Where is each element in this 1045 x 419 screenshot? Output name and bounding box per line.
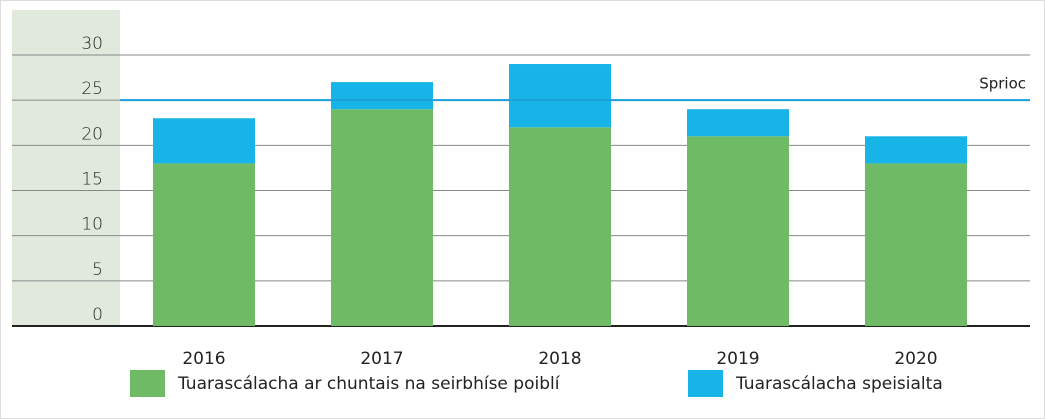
- legend-swatch: [130, 370, 165, 397]
- y-tick-label: 5: [92, 260, 103, 280]
- y-tick-label: 0: [92, 305, 103, 325]
- y-tick-label: 10: [81, 215, 103, 235]
- bar-segment: [153, 118, 255, 164]
- bar-segment: [687, 136, 789, 326]
- x-tick-label: 2018: [538, 349, 581, 369]
- bar-segment: [331, 82, 433, 110]
- x-tick-label: 2016: [182, 349, 225, 369]
- legend-label: Tuarascálacha ar chuntais na seirbhíse p…: [177, 374, 561, 394]
- target-label: Sprioc: [979, 75, 1026, 93]
- bar-segment: [153, 163, 255, 326]
- bar-segment: [509, 64, 611, 128]
- y-tick-label: 15: [81, 170, 103, 190]
- y-tick-label: 20: [81, 124, 103, 144]
- legend-label: Tuarascálacha speisialta: [735, 374, 943, 394]
- y-tick-label: 25: [81, 79, 103, 99]
- bar-segment: [509, 127, 611, 327]
- bar-segment: [687, 109, 789, 137]
- x-tick-label: 2019: [716, 349, 759, 369]
- legend-swatch: [688, 370, 723, 397]
- x-tick-label: 2017: [360, 349, 403, 369]
- axis-panel: [12, 10, 120, 326]
- x-tick-label: 2020: [894, 349, 937, 369]
- bar-segment: [331, 109, 433, 326]
- bar-segment: [865, 136, 967, 164]
- bar-segment: [865, 163, 967, 326]
- y-tick-label: 30: [81, 34, 103, 54]
